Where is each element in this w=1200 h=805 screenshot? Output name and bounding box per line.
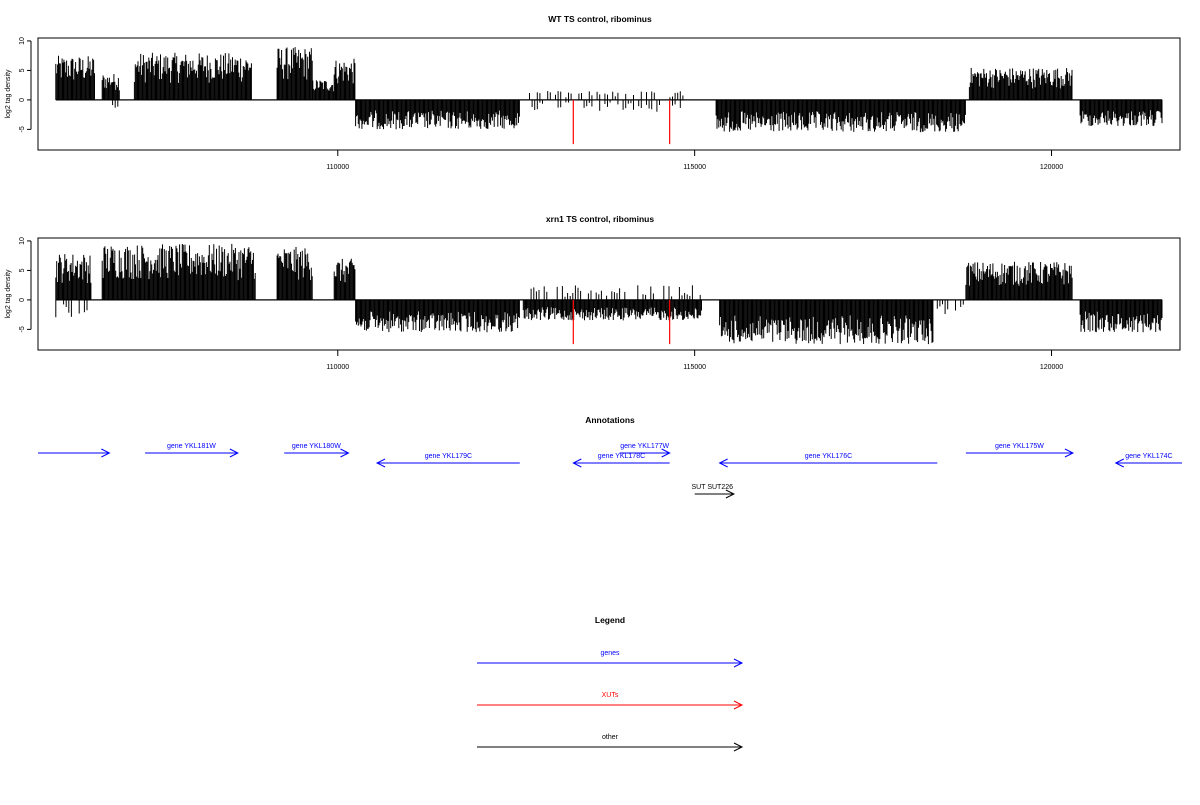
data-segment-5 bbox=[276, 47, 313, 100]
x-tick-label: 110000 bbox=[326, 164, 349, 171]
data-segment-6 bbox=[355, 299, 520, 333]
legend-label: XUTs bbox=[602, 692, 619, 699]
feature-label: gene YKL178C bbox=[598, 453, 645, 460]
chart-title: xrn1 TS control, ribominus bbox=[546, 214, 654, 224]
data-segment-1 bbox=[55, 55, 95, 100]
annotation-feature: gene YKL179C bbox=[375, 453, 520, 468]
x-tick-label: 120000 bbox=[1040, 164, 1063, 171]
feature-label: gene YKL179C bbox=[425, 453, 472, 460]
data-segment-9 bbox=[719, 299, 934, 345]
chart-panel-1: WT TS control, ribominus -5 0 5 10 log2 tag d… bbox=[5, 14, 1181, 171]
annotations-panel: Annotations gene YKL181W gene YKL180W gene … bbox=[38, 415, 1182, 499]
feature-arrow-head bbox=[229, 448, 239, 458]
data-segment-11 bbox=[965, 261, 1073, 300]
feature-arrow-head bbox=[718, 458, 728, 468]
feature-label: SUT SUT226 bbox=[692, 484, 734, 491]
y-tick-label: 0 bbox=[19, 298, 26, 302]
annotation-feature: gene YKL175W bbox=[965, 443, 1075, 458]
data-segment-7 bbox=[522, 299, 702, 321]
data-segment-3 bbox=[101, 243, 256, 300]
legend-item-other: other bbox=[477, 734, 744, 752]
data-segment-11 bbox=[715, 99, 966, 133]
annotation-feature: gene YKL174C bbox=[1114, 453, 1182, 468]
legend-arrow-head bbox=[733, 700, 744, 710]
y-tick-label: 5 bbox=[19, 268, 26, 272]
legend-label: genes bbox=[600, 650, 620, 657]
x-tick-label: 110000 bbox=[326, 364, 349, 371]
legend-title: Legend bbox=[595, 615, 625, 625]
data-segment-1 bbox=[55, 254, 92, 300]
annotation-feature: gene YKL180W bbox=[284, 443, 350, 458]
feature-label: gene YKL180W bbox=[292, 443, 341, 450]
data-segment-8 bbox=[355, 99, 520, 130]
y-tick-label: -5 bbox=[19, 126, 26, 132]
legend: Legend genes XUTs other bbox=[477, 615, 744, 752]
feature-label: gene YKL174C bbox=[1125, 453, 1172, 460]
y-axis-label: log2 tag density bbox=[5, 269, 12, 319]
annotations-title: Annotations bbox=[585, 415, 635, 425]
annotation-feature: gene YKL178C bbox=[572, 453, 670, 468]
feature-arrow-head bbox=[1064, 448, 1075, 458]
y-tick-label: 5 bbox=[19, 68, 26, 72]
legend-item-genes: genes bbox=[477, 650, 744, 668]
annotation-feature: SUT SUT226 bbox=[692, 484, 736, 499]
data-segment-12 bbox=[968, 67, 1073, 100]
data-segment-7 bbox=[333, 58, 356, 100]
data-segment-4 bbox=[133, 52, 252, 100]
chart-title: WT TS control, ribominus bbox=[548, 14, 652, 24]
data-segment-12 bbox=[1079, 299, 1163, 333]
feature-arrow-head bbox=[661, 448, 671, 458]
data-segment-10 bbox=[529, 91, 684, 100]
legend-item-xuts: XUTs bbox=[477, 692, 744, 710]
data-segment-9 bbox=[531, 99, 681, 112]
y-tick-label: 10 bbox=[19, 37, 26, 45]
feature-arrow-head bbox=[572, 458, 582, 468]
annotation-feature: gene YKL181W bbox=[145, 443, 239, 458]
data-segment-5 bbox=[333, 258, 356, 300]
x-tick-label: 115000 bbox=[683, 364, 706, 371]
x-tick-label: 120000 bbox=[1040, 364, 1063, 371]
x-tick-label: 115000 bbox=[683, 164, 706, 171]
data-segment-3 bbox=[112, 99, 119, 108]
feature-arrow-head bbox=[375, 458, 386, 468]
y-tick-label: 0 bbox=[19, 98, 26, 102]
feature-label: gene YKL181W bbox=[167, 443, 216, 450]
data-segment-10 bbox=[936, 299, 964, 314]
y-tick-label: -5 bbox=[19, 326, 26, 332]
feature-label: gene YKL176C bbox=[805, 453, 852, 460]
legend-arrow-head bbox=[733, 658, 744, 668]
data-segment-2 bbox=[55, 299, 88, 318]
legend-label: other bbox=[602, 734, 619, 741]
annotation-feature: gene YKL177W bbox=[619, 443, 671, 458]
annotation-feature bbox=[38, 448, 111, 458]
feature-arrow-head bbox=[725, 489, 736, 499]
y-tick-label: 10 bbox=[19, 237, 26, 245]
data-segment-8 bbox=[530, 285, 701, 300]
feature-label: gene YKL177W bbox=[620, 443, 669, 450]
feature-arrow-head bbox=[340, 448, 350, 458]
feature-label: gene YKL175W bbox=[995, 443, 1044, 450]
legend-arrow-head bbox=[733, 742, 744, 752]
y-axis-label: log2 tag density bbox=[5, 69, 12, 119]
plot-frame bbox=[37, 237, 1181, 351]
data-segment-4 bbox=[276, 247, 313, 300]
plot-frame bbox=[37, 37, 1181, 151]
annotation-feature: gene YKL176C bbox=[718, 453, 938, 468]
data-segment-13 bbox=[1079, 99, 1163, 126]
feature-arrow-head bbox=[101, 448, 111, 458]
data-segment-6 bbox=[312, 80, 334, 100]
feature-arrow-head bbox=[1114, 458, 1124, 468]
chart-panel-2: xrn1 TS control, ribominus -5 0 5 10 log2 tag… bbox=[5, 214, 1181, 371]
data-segment-2 bbox=[101, 74, 120, 100]
